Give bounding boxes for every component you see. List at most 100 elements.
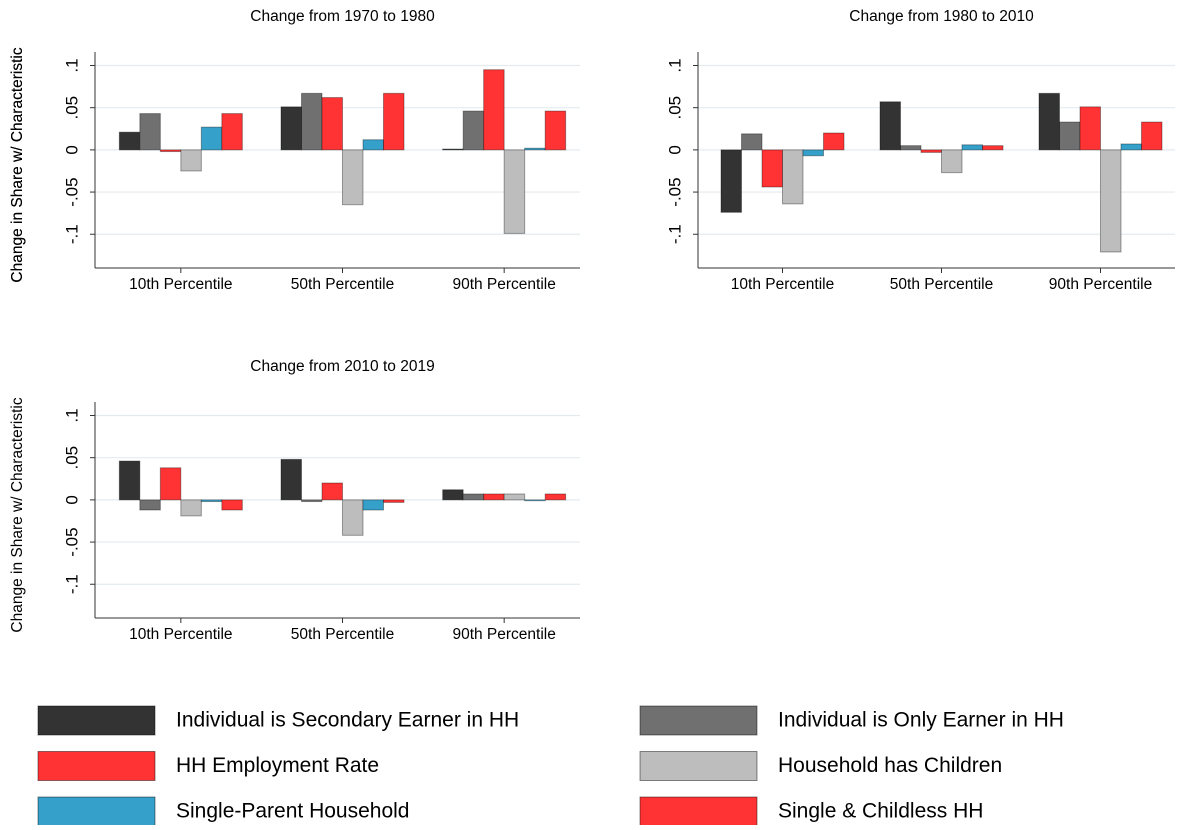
bar [544, 493, 567, 501]
legend-label: HH Employment Rate [176, 754, 379, 777]
bar [483, 493, 505, 501]
bar [900, 145, 922, 151]
bar [802, 149, 824, 157]
bar [280, 106, 302, 151]
y-tick-label: -.05 [62, 527, 81, 556]
legend-swatch [639, 751, 758, 781]
chart-title: Change from 1970 to 1980 [250, 8, 435, 25]
bar [741, 133, 763, 151]
legend-label: Individual is Only Earner in HH [778, 709, 1064, 732]
bar [159, 467, 182, 501]
bar [118, 460, 141, 501]
bar [782, 149, 804, 205]
bar [301, 499, 323, 503]
bar [321, 97, 343, 151]
bar [524, 499, 546, 502]
bar [118, 131, 141, 151]
bar [462, 493, 485, 501]
bar [823, 132, 845, 151]
y-axis-label: Change in Share w/ Characteristic [9, 397, 26, 632]
bar [483, 69, 505, 151]
bar [1059, 121, 1081, 151]
x-tick-label: 50th Percentile [290, 626, 395, 643]
bar [159, 149, 182, 153]
bar [280, 458, 302, 501]
bar [544, 110, 567, 151]
x-tick-label: 50th Percentile [889, 276, 994, 293]
x-tick-label-box: 50th Percentile [290, 626, 395, 643]
bar [221, 499, 243, 511]
x-tick-label: 50th Percentile [290, 276, 395, 293]
legend-swatch [639, 796, 758, 827]
bar [1038, 92, 1060, 151]
bar [139, 499, 161, 511]
bar [383, 92, 405, 151]
y-tick-label: .05 [62, 96, 81, 120]
y-tick-label: 0 [665, 145, 684, 154]
bar [180, 499, 202, 517]
y-tick-label: 0 [62, 495, 81, 504]
y-tick-label: .05 [665, 96, 684, 120]
bar [920, 149, 942, 153]
bar [383, 499, 405, 503]
legend-swatch [37, 705, 156, 736]
bar [879, 101, 901, 151]
legend-label: Single & Childless HH [778, 800, 983, 823]
legend-label: Household has Children [778, 754, 1002, 777]
x-tick-label: 90th Percentile [452, 276, 556, 293]
bar [503, 149, 526, 234]
y-tick-label: 0 [62, 145, 81, 154]
bar [961, 144, 983, 151]
bar [342, 499, 364, 536]
y-tick-label: .1 [62, 408, 81, 422]
bar [982, 145, 1004, 151]
bar [941, 149, 963, 174]
x-tick-label-box: 10th Percentile [730, 276, 835, 293]
bar [180, 149, 202, 172]
chart-title: Change from 1980 to 2010 [849, 8, 1034, 25]
bar [442, 148, 464, 151]
x-tick-label: 90th Percentile [1048, 276, 1153, 293]
x-tick-label-box: 10th Percentile [129, 626, 233, 643]
bar [503, 493, 526, 501]
legend-label: Individual is Secondary Earner in HH [176, 709, 519, 732]
bar [1100, 149, 1122, 253]
x-tick-label-box: 50th Percentile [889, 276, 994, 293]
x-tick-label-box: 90th Percentile [452, 276, 556, 293]
bar [761, 149, 783, 188]
bar [462, 110, 485, 151]
bar [720, 149, 742, 213]
x-tick-label-box: 90th Percentile [452, 626, 556, 643]
y-axis-label: Change in Share w/ Characteristic [9, 47, 26, 282]
bar [301, 92, 323, 151]
bar [200, 499, 223, 503]
legend-swatch [639, 705, 758, 736]
y-tick-label: -.05 [665, 177, 684, 206]
bar [524, 147, 546, 151]
x-tick-label-box: 10th Percentile [129, 276, 233, 293]
y-tick-label: .05 [62, 446, 81, 470]
bar [1141, 121, 1163, 151]
x-tick-label: 90th Percentile [452, 626, 556, 643]
legend-swatch [37, 796, 156, 827]
bar [321, 482, 343, 501]
y-tick-label: -.05 [62, 177, 81, 206]
bar [362, 499, 384, 511]
y-tick-label: -.1 [62, 574, 81, 594]
x-tick-label-box: 90th Percentile [1048, 276, 1153, 293]
chart-title: Change from 2010 to 2019 [250, 358, 434, 375]
bar [1120, 143, 1142, 151]
legend-swatch [37, 751, 156, 781]
x-tick-label-box: 50th Percentile [290, 276, 395, 293]
bar [200, 126, 223, 151]
bar [139, 113, 161, 151]
x-tick-label: 10th Percentile [129, 276, 233, 293]
y-tick-label: .1 [62, 58, 81, 72]
bar [362, 139, 384, 151]
bar [342, 149, 364, 206]
x-tick-label: 10th Percentile [730, 276, 835, 293]
bar [1079, 106, 1101, 151]
y-tick-label: -.1 [62, 224, 81, 244]
x-tick-label: 10th Percentile [129, 626, 233, 643]
